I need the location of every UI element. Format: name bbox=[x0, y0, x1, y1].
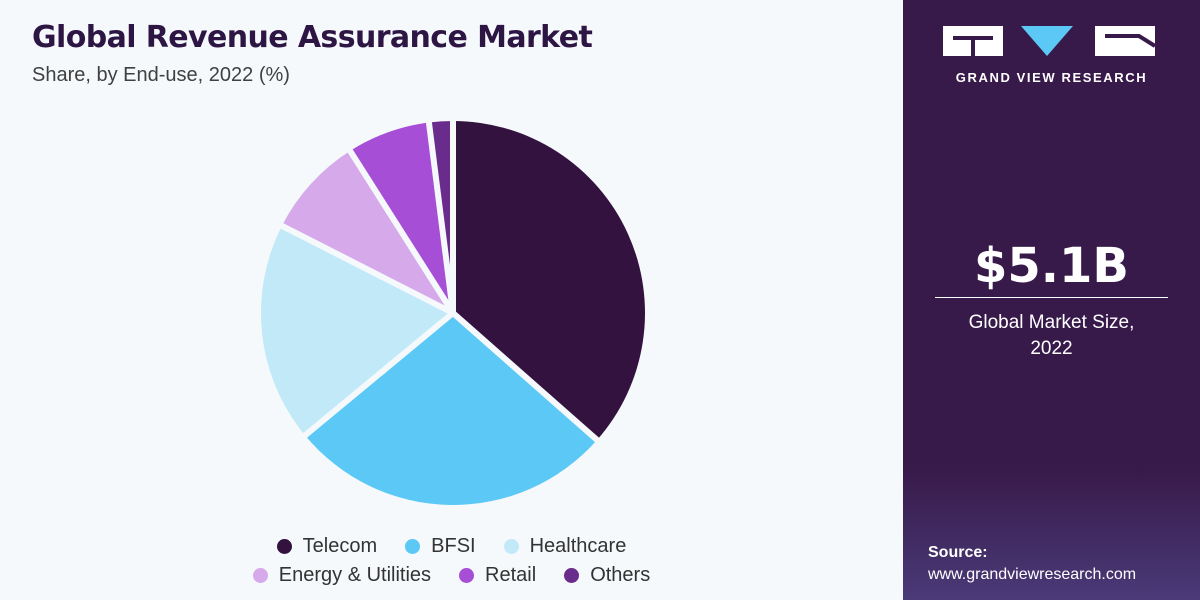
market-size-label: Global Market Size, 2022 bbox=[903, 310, 1200, 362]
legend: Telecom BFSI Healthcare Energy & Utiliti… bbox=[0, 532, 903, 590]
stat-divider bbox=[935, 297, 1168, 298]
market-size-value: $5.1B bbox=[973, 238, 1129, 294]
legend-swatch-retail bbox=[459, 568, 475, 583]
market-size-label-line2: 2022 bbox=[1030, 338, 1073, 359]
sidebar-gradient bbox=[903, 470, 1200, 600]
legend-swatch-others bbox=[564, 568, 580, 583]
legend-label-bfsi: BFSI bbox=[431, 535, 476, 557]
slice-separator bbox=[278, 222, 455, 316]
legend-item-energy-utilities: Energy & Utilities bbox=[252, 564, 432, 587]
brand-name: GRAND VIEW RESEARCH bbox=[955, 70, 1148, 85]
legend-item-healthcare: Healthcare bbox=[503, 535, 627, 558]
legend-label-telecom: Telecom bbox=[302, 535, 378, 557]
slice-separator bbox=[451, 310, 601, 444]
legend-item-others: Others bbox=[564, 564, 650, 587]
legend-label-retail: Retail bbox=[485, 564, 537, 586]
pie-slice-bfsi bbox=[305, 313, 598, 505]
info-sidebar: GRAND VIEW RESEARCH $5.1B Global Market … bbox=[903, 0, 1200, 600]
legend-swatch-telecom bbox=[276, 539, 292, 554]
legend-swatch-healthcare bbox=[503, 539, 519, 554]
chart-title: Global Revenue Assurance Market bbox=[32, 20, 593, 55]
legend-item-telecom: Telecom bbox=[276, 535, 378, 558]
chart-subtitle: Share, by End-use, 2022 (%) bbox=[32, 64, 290, 86]
source-label: Source: bbox=[928, 544, 988, 561]
pie-slice-energy-utilities bbox=[281, 150, 453, 313]
legend-item-retail: Retail bbox=[459, 564, 536, 587]
pie-slice-retail bbox=[350, 122, 453, 313]
gvr-logo-icon bbox=[943, 26, 1157, 56]
pie-slice-healthcare bbox=[261, 225, 453, 436]
chart-panel: Global Revenue Assurance Market Share, b… bbox=[0, 20, 903, 590]
legend-label-healthcare: Healthcare bbox=[529, 535, 627, 557]
slice-separator bbox=[425, 120, 456, 314]
slice-separator bbox=[301, 310, 455, 439]
legend-label-energy-utilities: Energy & Utilities bbox=[278, 564, 432, 586]
legend-row-2: Energy & Utilities Retail Others bbox=[0, 561, 903, 590]
legend-swatch-energy-utilities bbox=[252, 568, 268, 583]
market-size-label-line1: Global Market Size, bbox=[968, 312, 1135, 333]
legend-row-1: Telecom BFSI Healthcare bbox=[0, 532, 903, 561]
pie-slice-telecom bbox=[453, 121, 645, 440]
slice-separator bbox=[346, 147, 456, 315]
legend-label-others: Others bbox=[590, 564, 651, 586]
legend-swatch-bfsi bbox=[405, 539, 421, 554]
legend-item-bfsi: BFSI bbox=[405, 535, 476, 558]
pie-chart bbox=[261, 119, 645, 505]
source-link[interactable]: www.grandviewresearch.com bbox=[928, 566, 1137, 583]
